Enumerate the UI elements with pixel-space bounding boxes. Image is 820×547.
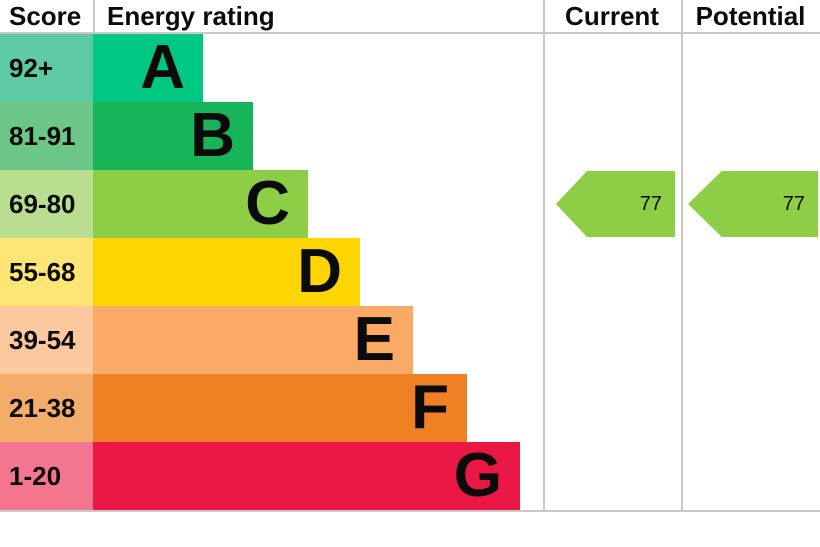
potential-rating-value: 77 (782, 192, 805, 215)
band-grade-letter: E (353, 305, 395, 374)
current-column-divider (543, 0, 545, 510)
energy-rating-column-header: Energy rating (107, 1, 275, 31)
score-range-cell: 21-38 (0, 374, 93, 442)
band-bar: G (93, 442, 520, 510)
potential-column-header: Potential (695, 1, 806, 31)
band-bar: B (93, 102, 253, 170)
score-column-header: Score (9, 1, 82, 31)
band-grade-letter: G (453, 441, 502, 510)
table-header: Score Energy rating Current Potential (0, 0, 820, 34)
band-row: 39-54 E (0, 306, 820, 374)
band-row: 55-68 D (0, 238, 820, 306)
band-rows: 92+ A 81-91 B 69-80 C 55-68 D 39-54 (0, 34, 820, 510)
score-range-cell: 39-54 (0, 306, 93, 374)
band-grade-letter: D (297, 237, 342, 306)
score-range-cell: 81-91 (0, 102, 93, 170)
chart-bottom-border (0, 510, 820, 512)
score-range-cell: 92+ (0, 34, 93, 102)
band-grade-letter: A (140, 33, 185, 102)
band-row: 21-38 F (0, 374, 820, 442)
band-row: 81-91 B (0, 102, 820, 170)
band-grade-letter: F (411, 373, 449, 442)
band-bar: F (93, 374, 467, 442)
band-row: 92+ A (0, 34, 820, 102)
band-bar: A (93, 34, 203, 102)
band-grade-letter: C (245, 169, 290, 238)
potential-column-divider (681, 0, 683, 510)
score-header-divider (93, 0, 95, 34)
current-column-header: Current (565, 1, 659, 31)
current-rating-value: 77 (639, 192, 662, 215)
score-range-cell: 55-68 (0, 238, 93, 306)
band-row: 1-20 G (0, 442, 820, 510)
band-grade-letter: B (190, 101, 235, 170)
band-row: 69-80 C (0, 170, 820, 238)
score-range-cell: 1-20 (0, 442, 93, 510)
band-bar: E (93, 306, 413, 374)
band-bar: D (93, 238, 360, 306)
band-bar: C (93, 170, 308, 238)
score-range-cell: 69-80 (0, 170, 93, 238)
